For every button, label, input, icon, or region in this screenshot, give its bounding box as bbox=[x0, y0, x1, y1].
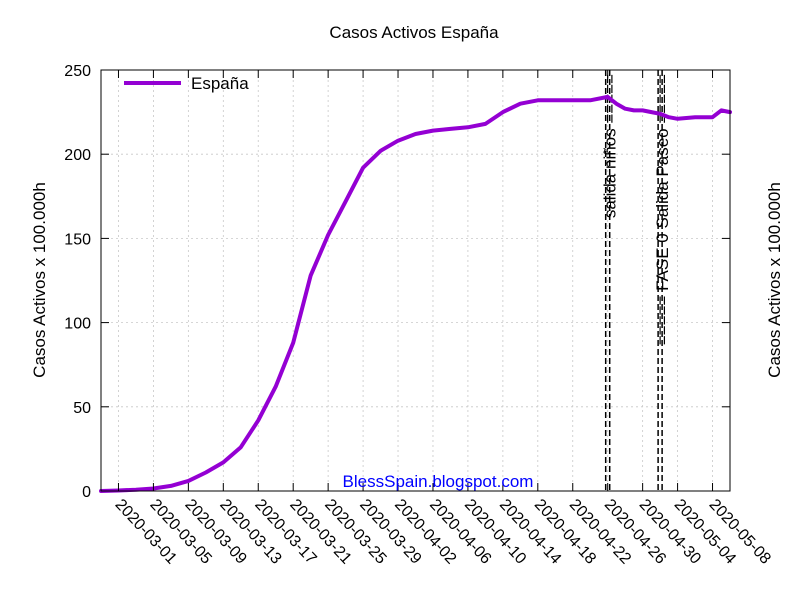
y-axis-ticks: 0 50 100 150 200 250 bbox=[64, 63, 730, 501]
series-group bbox=[99, 94, 732, 493]
annotation-label: salida niños ===== bbox=[601, 74, 620, 218]
annotation-lines: salida niños ===== ===== FASE 0 Salida Pa… bbox=[601, 70, 672, 491]
legend-label-espana: España bbox=[191, 74, 249, 93]
watermark-text: BlessSpain.blogspot.com bbox=[343, 472, 534, 491]
y-tick-label: 150 bbox=[64, 231, 91, 248]
grid-lines bbox=[101, 70, 730, 491]
x-axis-ticks: 2020-03-012020-03-052020-03-092020-03-13… bbox=[112, 70, 774, 568]
chart-title: Casos Activos España bbox=[329, 23, 499, 42]
y-tick-label: 250 bbox=[64, 63, 91, 80]
y-tick-label: 200 bbox=[64, 147, 91, 164]
plot-frame bbox=[100, 69, 731, 492]
legend: España bbox=[124, 74, 249, 93]
y-axis-label: Casos Activos x 100.000h bbox=[30, 182, 49, 378]
y-tick-label: 50 bbox=[73, 400, 91, 417]
y-tick-label: 0 bbox=[82, 484, 91, 501]
y-tick-label: 100 bbox=[64, 316, 91, 333]
y2-axis-label: Casos Activos x 100.000h bbox=[765, 182, 784, 378]
annotation-label: ===== FASE 0 Salida Paseo ===== bbox=[653, 74, 672, 345]
series-line-espana bbox=[99, 94, 732, 493]
